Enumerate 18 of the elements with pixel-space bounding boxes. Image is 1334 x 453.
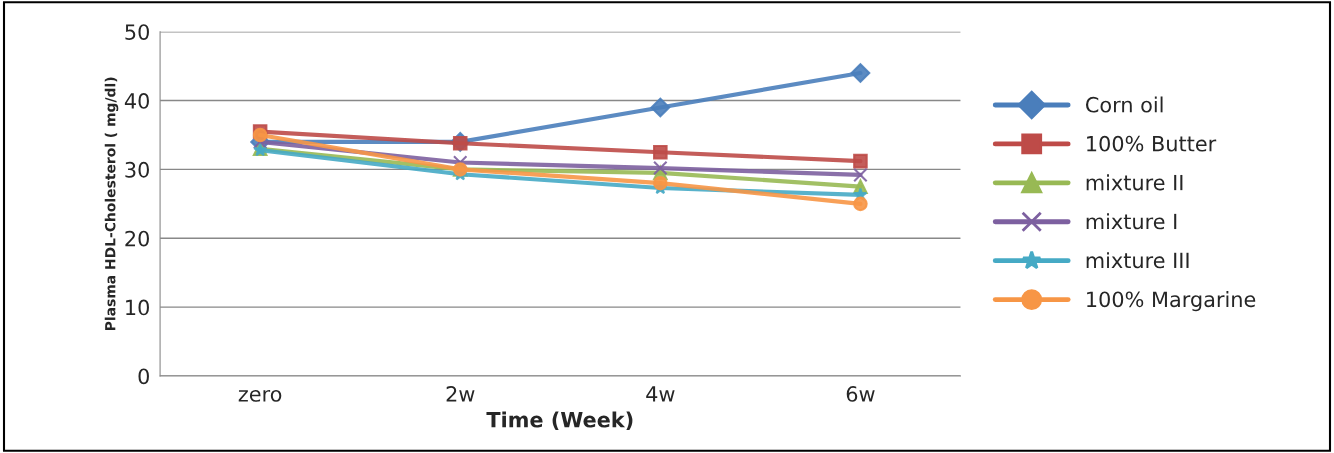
x-tick-label: zero	[238, 389, 282, 402]
x-axis-title: Time (Week)	[486, 411, 633, 431]
legend-label: mixture I	[1086, 213, 1177, 230]
x-tick-label: 2w	[446, 386, 475, 402]
y-tick-label: 20	[125, 230, 149, 247]
y-tick-label: 0	[138, 368, 149, 385]
x-tick-label: 4w	[646, 386, 675, 402]
y-axis-title: Plasma HDL-Cholesterol ( mg/dl)	[104, 77, 119, 331]
y-tick-label: 40	[124, 93, 149, 109]
x-tick-label: 6w	[846, 386, 875, 402]
legend-label: 100% Butter	[1087, 135, 1217, 152]
legend-label: 100% Margarine	[1087, 291, 1256, 312]
y-tick-label: 10	[126, 299, 149, 316]
y-tick-label: 50	[125, 24, 149, 40]
legend-label: Corn oil	[1085, 96, 1163, 113]
legend-label: mixture III	[1086, 252, 1189, 269]
y-tick-label: 30	[125, 161, 149, 178]
legend-label: mixture II	[1086, 174, 1183, 191]
